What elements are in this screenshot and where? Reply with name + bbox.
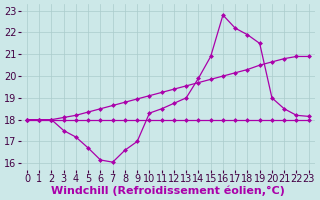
X-axis label: Windchill (Refroidissement éolien,°C): Windchill (Refroidissement éolien,°C) xyxy=(51,185,285,196)
